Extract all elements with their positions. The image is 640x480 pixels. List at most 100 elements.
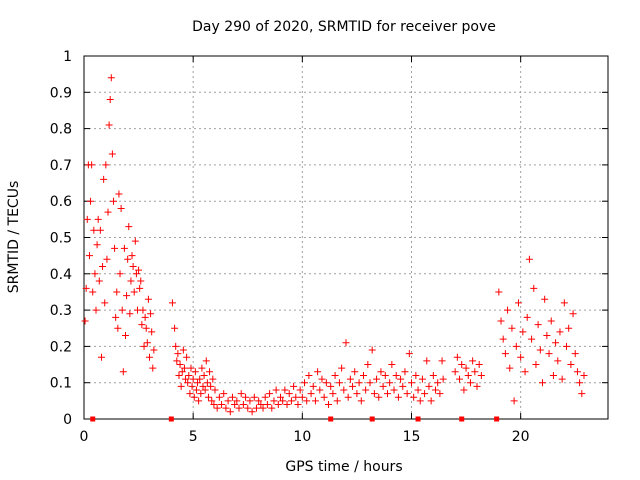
data-point (206, 368, 214, 376)
data-point (244, 404, 252, 412)
data-point (545, 350, 553, 358)
data-point (115, 190, 123, 198)
data-point (187, 364, 195, 372)
data-point (180, 364, 188, 372)
data-point (121, 332, 129, 340)
data-point (106, 96, 114, 104)
data-point (136, 284, 144, 292)
data-point (222, 404, 230, 412)
data-point (506, 364, 514, 372)
data-point (93, 241, 101, 249)
data-point (259, 404, 267, 412)
baseline-marker (415, 416, 421, 422)
data-point (102, 161, 110, 169)
data-point (190, 393, 198, 401)
data-point (408, 379, 415, 387)
data-point (495, 288, 503, 296)
data-point (233, 397, 241, 405)
data-point (195, 397, 203, 405)
data-point (394, 393, 402, 401)
data-point (355, 379, 363, 387)
data-point (231, 400, 239, 408)
data-point (91, 270, 99, 278)
data-point (174, 350, 182, 358)
data-point (362, 386, 370, 394)
y-tick-label: 1 (63, 49, 72, 65)
data-point (189, 375, 197, 383)
x-tick-label: 20 (512, 429, 530, 445)
data-point (556, 328, 564, 336)
data-point (117, 204, 125, 212)
y-tick-label: 0.6 (50, 194, 72, 210)
data-point (423, 357, 431, 365)
data-point (105, 121, 113, 129)
data-point (410, 393, 418, 401)
data-point (111, 244, 119, 252)
data-point (191, 368, 199, 376)
data-point (294, 400, 302, 408)
data-point (132, 270, 140, 278)
data-point (274, 400, 282, 408)
data-point (497, 317, 505, 325)
data-point (353, 390, 361, 398)
y-tick-label: 0 (63, 412, 72, 428)
data-point (547, 317, 555, 325)
data-point (279, 397, 287, 405)
data-point (379, 382, 387, 390)
data-point (552, 339, 560, 347)
baseline-marker (459, 416, 465, 422)
data-point (458, 361, 466, 369)
data-point (146, 353, 153, 361)
x-tick-label: 15 (403, 429, 421, 445)
data-point (100, 175, 108, 183)
data-point (125, 223, 133, 231)
data-point (462, 364, 470, 372)
data-point (149, 364, 157, 372)
baseline-marker (494, 416, 500, 422)
data-point (96, 226, 104, 234)
data-point (250, 393, 258, 401)
data-point (237, 390, 245, 398)
data-point (101, 299, 109, 307)
data-point (560, 299, 568, 307)
data-point (246, 397, 254, 405)
x-tick-label: 0 (80, 429, 89, 445)
data-point (147, 310, 155, 318)
data-point (112, 313, 120, 321)
data-point (335, 379, 343, 387)
data-point (175, 371, 183, 379)
data-point (118, 306, 126, 314)
data-point (569, 310, 577, 318)
data-point (201, 386, 209, 394)
data-point (124, 255, 132, 263)
data-point (292, 393, 300, 401)
data-point (285, 390, 293, 398)
data-point (333, 397, 341, 405)
data-point (188, 382, 196, 390)
data-point (119, 368, 127, 376)
data-point (565, 324, 573, 332)
data-point (549, 371, 557, 379)
data-point (469, 357, 477, 365)
data-point (318, 375, 326, 383)
data-point (263, 400, 271, 408)
data-point (97, 353, 105, 361)
data-point (137, 277, 145, 285)
data-point (194, 379, 202, 387)
data-point (301, 379, 309, 387)
data-point (427, 397, 435, 405)
grid-lines (84, 56, 608, 419)
data-point (257, 400, 265, 408)
data-point (325, 400, 333, 408)
data-point (248, 408, 256, 416)
data-point (504, 306, 512, 314)
data-point (523, 313, 531, 321)
data-point (416, 397, 424, 405)
data-point (127, 277, 135, 285)
data-point (226, 408, 234, 416)
data-point (103, 255, 111, 263)
data-point (99, 263, 107, 271)
data-point (460, 386, 468, 394)
data-point (305, 371, 313, 379)
data-point (213, 404, 221, 412)
